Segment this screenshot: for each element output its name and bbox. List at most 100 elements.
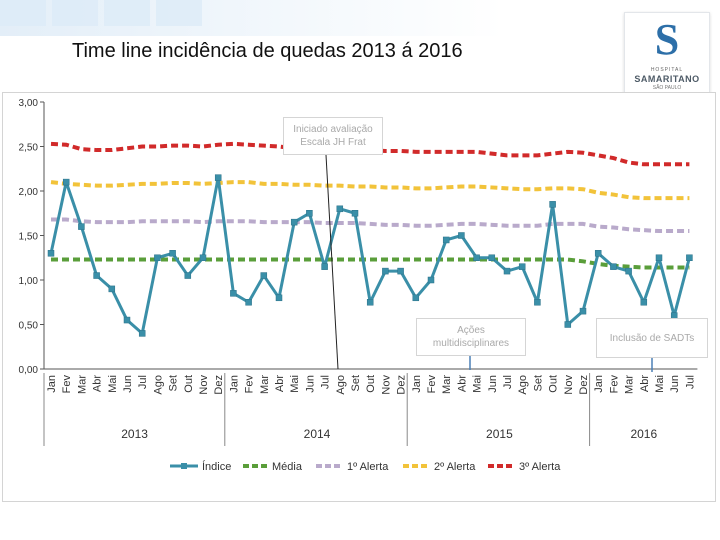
x-tick-label: Jun — [304, 375, 316, 393]
data-point-indice — [154, 254, 161, 261]
annotation-leader-jh-frat — [325, 154, 339, 370]
legend-item-alerta2: 2º Alerta — [403, 461, 476, 473]
y-tick-label: 1,00 — [19, 276, 39, 287]
data-point-indice — [382, 267, 389, 275]
logo-sub-text: SÃO PAULO — [652, 85, 682, 91]
y-tick-label: 3,00 — [19, 98, 39, 109]
data-point-indice — [655, 254, 663, 261]
data-point-indice — [503, 267, 511, 275]
data-point-indice — [686, 254, 693, 261]
x-tick-label: Set — [168, 375, 180, 392]
x-tick-label: Fev — [608, 375, 620, 394]
x-tick-label: Mar — [441, 375, 453, 394]
x-tick-label: Mai — [654, 375, 666, 393]
x-tick-label: Set — [532, 375, 544, 392]
hospital-logo: S HOSPITAL SAMARITANO SÃO PAULO — [624, 12, 710, 94]
legend-label: Índice — [202, 460, 231, 473]
data-point-indice — [594, 250, 602, 257]
data-point-indice — [473, 254, 480, 261]
annotation-multidisciplinary: Ações multidisciplinares — [416, 318, 526, 356]
x-tick-label: Mar — [259, 375, 271, 394]
data-point-indice — [47, 250, 55, 257]
y-tick-label: 0,50 — [19, 321, 39, 332]
x-tick-label: Jul — [137, 375, 149, 389]
header-tile — [104, 0, 150, 26]
annotation-line: Escala JH Frat — [300, 137, 366, 148]
data-point-indice — [108, 285, 116, 293]
data-point-indice — [306, 210, 313, 217]
x-tick-label: Dez — [396, 375, 408, 395]
data-point-indice — [610, 263, 617, 270]
legend-item-alerta3: 3º Alerta — [488, 461, 561, 473]
legend-label: 2º Alerta — [434, 461, 476, 473]
logo-top-text: HOSPITAL — [650, 67, 684, 73]
x-tick-label: Abr — [456, 375, 468, 392]
data-point-indice — [62, 178, 70, 186]
x-tick-label: Out — [548, 375, 560, 393]
x-tick-label: Dez — [213, 375, 225, 395]
x-tick-label: Mar — [76, 375, 88, 394]
data-point-indice — [214, 174, 222, 181]
annotation-line: Ações — [457, 325, 485, 336]
series-line-alerta1 — [51, 217, 690, 234]
x-tick-label: Jan — [593, 375, 605, 393]
data-point-indice — [169, 250, 176, 257]
data-point-indice — [199, 254, 207, 261]
x-tick-label: Mai — [289, 375, 301, 393]
data-point-indice — [78, 223, 85, 230]
annotation-line: Inclusão de SADTs — [609, 333, 695, 344]
data-point-indice — [93, 272, 100, 279]
data-point-indice — [351, 210, 359, 217]
legend-item-indice: Índice — [170, 460, 231, 473]
x-tick-label: Out — [183, 375, 195, 393]
annotation-line: Iniciado avaliação — [293, 124, 373, 135]
x-tick-label: Jun — [669, 375, 681, 393]
year-label: 2016 — [630, 427, 657, 441]
year-label: 2013 — [121, 427, 148, 441]
data-point-indice — [245, 299, 252, 306]
data-point-indice — [640, 299, 648, 306]
legend-swatch-marker — [181, 463, 187, 469]
x-tick-label: Mar — [624, 375, 636, 394]
x-tick-label: Jul — [684, 375, 696, 389]
data-point-indice — [518, 263, 526, 270]
data-point-indice — [260, 272, 268, 279]
data-point-indice — [397, 267, 404, 275]
x-tick-label: Jun — [122, 375, 134, 393]
data-point-indice — [427, 276, 435, 284]
legend-label: Média — [272, 461, 303, 473]
x-tick-label: Fev — [61, 375, 73, 394]
x-tick-label: Nov — [198, 375, 210, 395]
x-tick-label: Jul — [502, 375, 514, 389]
data-point-indice — [458, 232, 465, 239]
data-point-indice — [534, 299, 541, 306]
logo-letter: S — [654, 15, 680, 64]
header-tile — [52, 0, 98, 26]
y-tick-label: 2,00 — [19, 187, 39, 198]
data-point-indice — [290, 218, 298, 226]
logo-name: SAMARITANO — [634, 74, 700, 84]
x-tick-label: Fev — [426, 375, 438, 394]
x-tick-label: Jun — [487, 375, 499, 393]
x-tick-label: Ago — [517, 375, 529, 395]
header-tile — [156, 0, 202, 26]
series-line-media — [51, 257, 690, 270]
legend-label: 3º Alerta — [519, 461, 561, 473]
legend-item-media: Média — [243, 461, 303, 473]
x-tick-label: Dez — [578, 375, 590, 395]
x-tick-label: Set — [350, 375, 362, 392]
x-tick-label: Nov — [380, 375, 392, 395]
x-tick-label: Abr — [92, 375, 104, 392]
series-line-indice — [49, 176, 691, 335]
data-point-indice — [230, 290, 237, 297]
slide-title: Time line incidência de quedas 2013 á 20… — [72, 40, 463, 62]
x-tick-label: Mai — [107, 375, 119, 393]
header-tile — [0, 0, 46, 26]
data-point-indice — [579, 307, 587, 315]
data-point-indice — [625, 267, 632, 275]
data-point-indice — [321, 263, 328, 270]
data-point-indice — [564, 321, 572, 328]
x-tick-label: Mai — [472, 375, 484, 393]
x-tick-label: Fev — [244, 375, 256, 394]
